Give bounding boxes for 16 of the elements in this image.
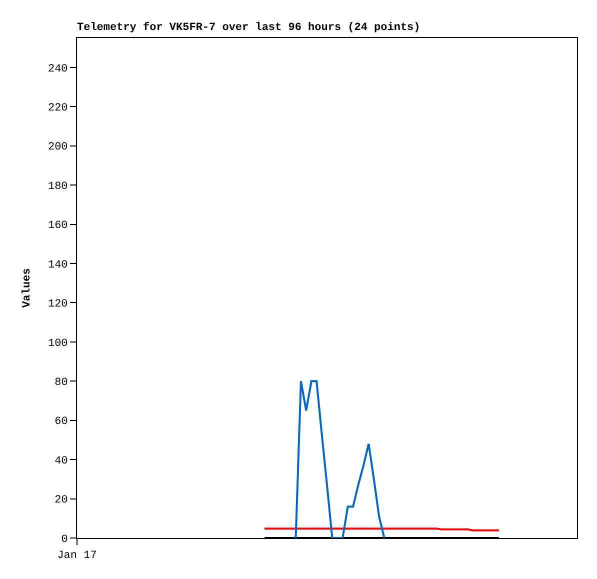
y-tick-label: 20 [54,494,68,507]
y-tick-label: 140 [48,259,68,272]
y-tick-label: 180 [48,180,68,193]
x-tick-label: Jan 17 [57,550,97,562]
y-tick-label: 80 [54,376,68,389]
chart-title: Telemetry for VK5FR-7 over last 96 hours (24 points) [77,21,420,34]
y-tick-label: 40 [54,455,68,468]
y-tick-label: 0 [61,534,68,546]
y-tick-label: 100 [48,338,68,350]
y-tick-label: 160 [48,220,68,232]
y-tick-label: 220 [48,102,68,114]
y-tick-label: 120 [48,298,68,311]
y-tick-label: 240 [48,63,68,76]
y-tick-label: 60 [54,416,68,428]
y-axis-title: Values [22,268,34,308]
y-tick-label: 200 [48,142,68,154]
